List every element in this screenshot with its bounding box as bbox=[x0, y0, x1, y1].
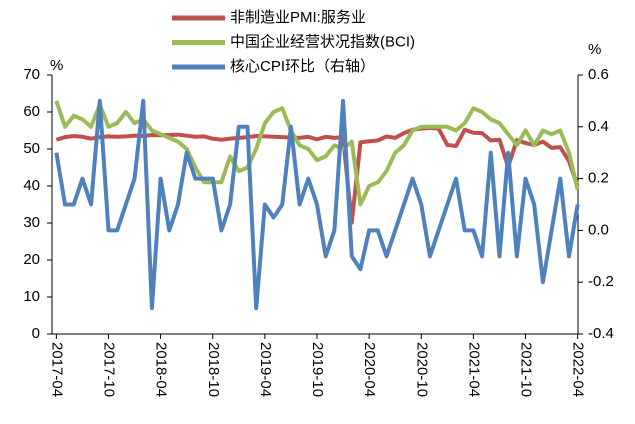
y-tick-label: 50 bbox=[23, 140, 40, 157]
y2-tick-label: -0.2 bbox=[588, 273, 614, 290]
y-tick-label: 0 bbox=[32, 325, 40, 342]
y-tick-label: 30 bbox=[23, 214, 40, 231]
legend-label: 中国企业经营状况指数(BCI) bbox=[230, 32, 415, 50]
x-tick-label: 2017-04 bbox=[48, 342, 65, 397]
x-tick-label: 2017-10 bbox=[101, 342, 118, 397]
y-tick-label: 10 bbox=[23, 288, 40, 305]
y2-tick-label: -0.4 bbox=[588, 325, 614, 342]
y-tick-label: 70 bbox=[23, 66, 40, 83]
legend-label: 非制造业PMI:服务业 bbox=[230, 9, 366, 26]
y-tick-label: 20 bbox=[23, 251, 40, 268]
x-tick-label: 2018-10 bbox=[205, 342, 222, 397]
x-tick-label: 2021-04 bbox=[465, 342, 482, 397]
x-tick-label: 2019-10 bbox=[309, 342, 326, 397]
line-series bbox=[54, 98, 580, 311]
y2-tick-label: 0.0 bbox=[588, 221, 609, 238]
y-axis-unit: % bbox=[50, 57, 63, 74]
x-tick-label: 2018-04 bbox=[153, 342, 170, 397]
y2-axis-unit: % bbox=[588, 41, 601, 58]
y2-tick-label: 0.2 bbox=[588, 170, 609, 187]
y-tick-label: 40 bbox=[23, 177, 40, 194]
x-tick-label: 2021-10 bbox=[518, 342, 535, 397]
x-tick-label: 2020-04 bbox=[361, 342, 378, 397]
y2-tick-label: 0.4 bbox=[588, 118, 609, 135]
legend-label: 核心CPI环比（右轴） bbox=[230, 58, 375, 75]
y2-tick-label: 0.6 bbox=[588, 66, 609, 83]
x-tick-label: 2020-10 bbox=[413, 342, 430, 397]
y-tick-label: 60 bbox=[23, 103, 40, 120]
x-tick-label: 2019-04 bbox=[257, 342, 274, 397]
x-tick-label: 2022-04 bbox=[570, 342, 587, 397]
line-series bbox=[54, 100, 580, 207]
